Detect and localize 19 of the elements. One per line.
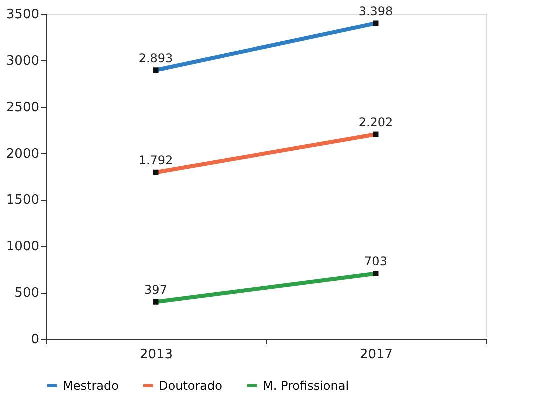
x-tick-label: 2017 xyxy=(360,348,394,362)
x-tick-label: 2013 xyxy=(140,348,174,362)
y-tick-label: 0 xyxy=(31,332,40,348)
data-label: 2.893 xyxy=(138,51,174,66)
data-label: 3.398 xyxy=(358,4,394,18)
y-tick-label: 3000 xyxy=(6,54,40,69)
y-tick-label: 3500 xyxy=(6,8,40,22)
legend-label: M. Profissional xyxy=(263,378,350,393)
legend-label: Mestrado xyxy=(63,378,119,393)
legend-label: Doutorado xyxy=(159,378,222,393)
data-label: 703 xyxy=(364,254,388,269)
data-label: 397 xyxy=(144,283,168,298)
y-tick-label: 500 xyxy=(14,286,40,302)
data-label: 2.202 xyxy=(358,116,394,130)
y-tick-label: 2000 xyxy=(6,146,40,162)
y-tick-label: 1500 xyxy=(6,193,40,208)
y-tick-label: 2500 xyxy=(6,100,40,116)
y-tick-label: 1000 xyxy=(6,240,40,255)
data-label: 1.792 xyxy=(138,154,174,168)
